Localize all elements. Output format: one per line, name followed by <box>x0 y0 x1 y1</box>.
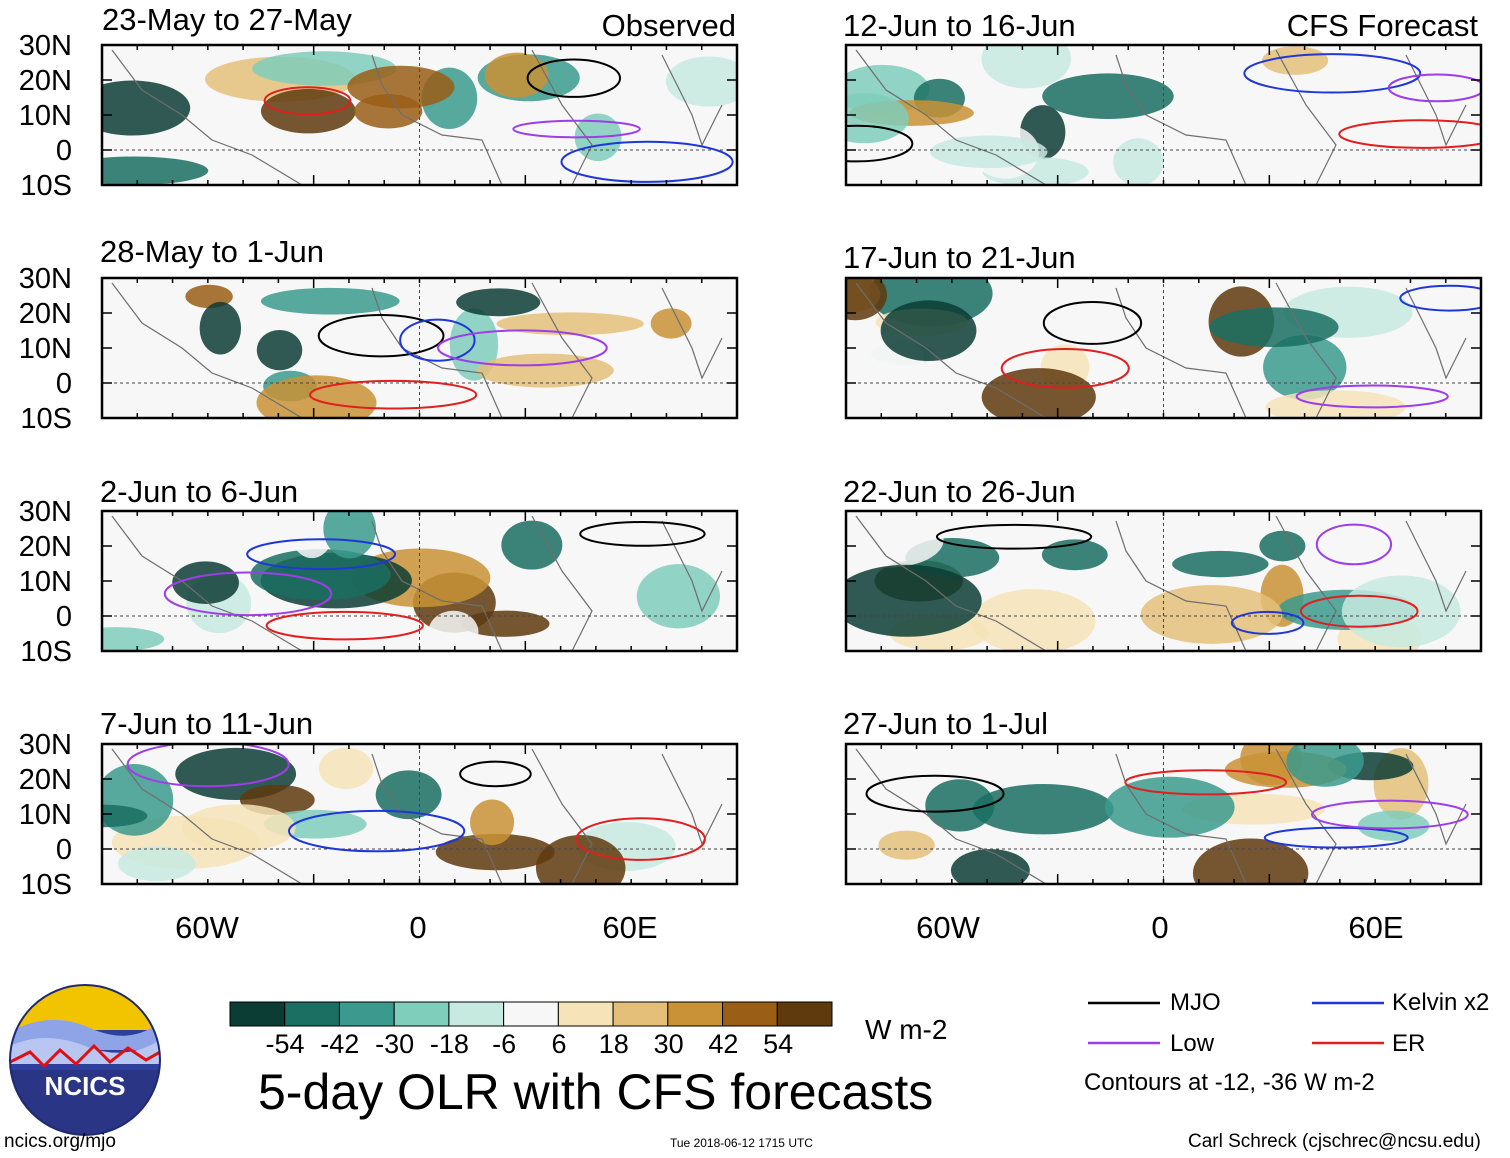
column-label-observed: Observed <box>601 8 736 43</box>
colorbar-tick-label: 54 <box>763 1029 794 1059</box>
colorbar-tick-label: 42 <box>708 1029 739 1059</box>
colorbar-swatch <box>667 1001 724 1027</box>
lat-label: 30N <box>18 496 72 528</box>
legend-label-low: Low <box>1170 1030 1215 1057</box>
logo-text: NCICS <box>45 1071 126 1101</box>
colorbar-swatch <box>284 1001 340 1027</box>
panel-title-obs-4: 7-Jun to 11-Jun <box>100 706 314 741</box>
colorbar-tick-label: 30 <box>653 1029 684 1059</box>
legend-label-kelvin: Kelvin x2 <box>1392 989 1490 1016</box>
colorbar-swatch <box>503 1001 559 1027</box>
panel-title-fcst-1: 12-Jun to 16-Jun <box>843 8 1076 43</box>
lat-label: 10N <box>18 333 72 365</box>
map-panel <box>844 43 1483 187</box>
lat-label: 0 <box>55 135 72 167</box>
lon-label-60w-left: 60W <box>175 910 239 945</box>
legend-label-mjo: MJO <box>1170 989 1221 1016</box>
panel-title-obs-2: 28-May to 1-Jun <box>100 234 324 269</box>
footer-left: ncics.org/mjo <box>4 1131 116 1152</box>
colorbar-unit: W m-2 <box>865 1014 948 1045</box>
lat-label: 20N <box>18 531 72 563</box>
panel-title-fcst-2: 17-Jun to 21-Jun <box>843 240 1076 275</box>
colorbar-swatch <box>338 1001 395 1027</box>
panel-title-fcst-3: 22-Jun to 26-Jun <box>843 474 1076 509</box>
panel-title-obs-1: 23-May to 27-May <box>102 2 352 37</box>
lat-label: 10S <box>20 869 72 901</box>
colorbar-tick-label: -30 <box>375 1029 415 1059</box>
footer-right: Carl Schreck (cjschrec@ncsu.edu) <box>1188 1131 1481 1152</box>
lat-label: 10N <box>18 799 72 831</box>
map-panel <box>100 742 739 886</box>
figure-title: 5-day OLR with CFS forecasts <box>258 1064 934 1120</box>
colorbar-swatch <box>393 1001 450 1027</box>
colorbar-tick-label: -6 <box>492 1029 517 1059</box>
colorbar-tick-label: -54 <box>265 1029 305 1059</box>
lat-label: 20N <box>18 65 72 97</box>
colorbar-swatch <box>722 1001 778 1027</box>
lon-label-60e-right: 60E <box>1348 910 1404 945</box>
lon-label-0-right: 0 <box>1151 910 1169 945</box>
colorbar-swatch <box>448 1001 505 1027</box>
map-panel <box>100 43 739 187</box>
map-panel <box>100 276 739 420</box>
lon-label-60w-right: 60W <box>916 910 980 945</box>
contour-legend <box>1088 1001 1384 1045</box>
colorbar-tick-label: -42 <box>320 1029 360 1059</box>
map-panel <box>844 509 1483 653</box>
lat-label: 20N <box>18 764 72 796</box>
colorbar <box>229 1001 833 1027</box>
lon-label-0-left: 0 <box>409 910 427 945</box>
lat-label: 10S <box>20 636 72 668</box>
lat-label: 10S <box>20 170 72 202</box>
lat-label: 10N <box>18 100 72 132</box>
colorbar-swatch <box>557 1001 614 1027</box>
lat-label: 30N <box>18 263 72 295</box>
column-label-forecast: CFS Forecast <box>1286 8 1478 43</box>
panel-title-obs-3: 2-Jun to 6-Jun <box>100 474 299 509</box>
lat-label: 0 <box>55 601 72 633</box>
map-panel <box>100 509 739 653</box>
colorbar-swatch <box>612 1001 669 1027</box>
lat-label: 30N <box>18 30 72 62</box>
lat-label: 30N <box>18 729 72 761</box>
legend-label-er: ER <box>1392 1030 1426 1057</box>
colorbar-tick-label: 18 <box>598 1029 629 1059</box>
colorbar-tick-label: 6 <box>551 1029 567 1059</box>
lat-label: 0 <box>55 368 72 400</box>
lon-label-60e-left: 60E <box>602 910 658 945</box>
map-panel <box>844 276 1483 420</box>
colorbar-tick-label: -18 <box>429 1029 469 1059</box>
lat-label: 10S <box>20 403 72 435</box>
lat-label: 0 <box>55 834 72 866</box>
colorbar-swatch <box>776 1001 833 1027</box>
colorbar-swatch <box>229 1001 286 1027</box>
footer-center: Tue 2018-06-12 1715 UTC <box>670 1136 813 1150</box>
map-panel <box>844 742 1483 886</box>
panel-title-fcst-4: 27-Jun to 1-Jul <box>843 706 1049 741</box>
contour-note: Contours at -12, -36 W m-2 <box>1084 1069 1375 1096</box>
ncics-logo: NCICS <box>9 984 161 1136</box>
map-panels <box>100 43 1483 886</box>
lat-label: 20N <box>18 298 72 330</box>
lat-label: 10N <box>18 566 72 598</box>
